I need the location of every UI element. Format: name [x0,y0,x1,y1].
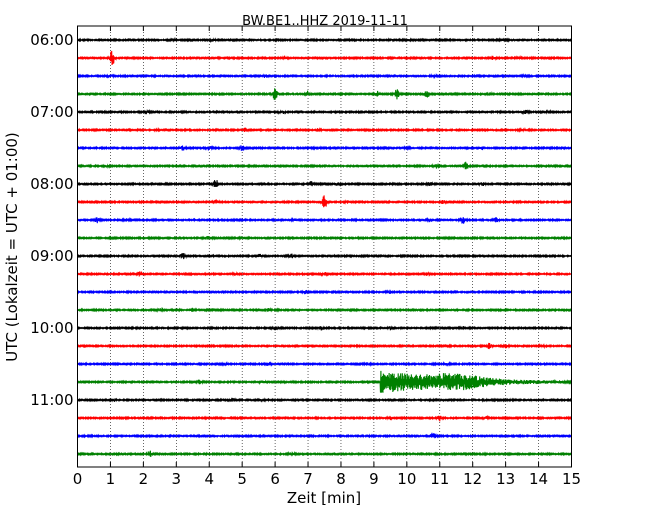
x-axis-label: Zeit [min] [287,489,361,507]
trace-0830 [77,216,572,224]
trace-1115 [76,414,573,422]
trace-0730 [76,145,573,152]
y-axis-label: UTC (Lokalzeit = UTC + 01:00) [3,132,21,362]
x-tick-label: 14 [529,470,548,488]
x-tick-label: 0 [73,470,83,488]
seismogram-traces [76,37,573,457]
x-tick-label: 6 [270,470,280,488]
x-tick-label: 11 [430,470,449,488]
trace-0915 [77,271,572,278]
x-tick-label: 1 [106,470,116,488]
x-tick-label: 5 [237,470,247,488]
trace-0600 [77,37,573,44]
x-tick-label: 4 [204,470,214,488]
trace-0900 [77,253,573,260]
x-tick-label: 2 [139,470,149,488]
x-tick-label: 15 [562,470,581,488]
trace-0700 [76,108,573,115]
y-tick-label: 07:00 [30,103,73,121]
x-tick-label: 9 [369,470,379,488]
trace-0645 [77,88,573,100]
chart-title: BW.BE1..HHZ 2019-11-11 [242,14,408,29]
y-tick-label: 08:00 [30,175,73,193]
trace-0630 [76,73,572,80]
trace-0815 [76,195,573,208]
trace-1045 [77,370,573,393]
y-axis-ticks: 06:00 07:00 08:00 09:00 10:00 11:00 [30,31,572,409]
x-tick-label: 3 [172,470,182,488]
y-tick-label: 11:00 [30,391,73,409]
trace-0715 [77,126,573,133]
trace-1030 [76,360,572,367]
trace-0615 [77,50,572,65]
trace-0845 [77,235,573,242]
trace-1130 [77,432,572,439]
y-tick-label: 09:00 [30,247,73,265]
y-tick-label: 10:00 [30,319,73,337]
trace-0945 [76,306,573,313]
plot-frame [77,25,572,468]
trace-1100 [77,397,573,403]
trace-0800 [77,180,572,188]
x-tick-label: 10 [397,470,416,488]
x-tick-label: 13 [496,470,515,488]
trace-1015 [76,342,573,350]
trace-1145 [76,450,572,457]
trace-0930 [76,289,572,295]
y-tick-label: 06:00 [30,31,73,49]
x-tick-label: 12 [463,470,482,488]
x-tick-label: 8 [336,470,346,488]
x-tick-label: 7 [303,470,313,488]
x-axis-ticks: 0 1 2 3 4 5 6 7 8 9 10 11 12 13 14 15 [73,26,581,488]
trace-0745 [77,161,573,170]
trace-1000 [77,325,572,331]
